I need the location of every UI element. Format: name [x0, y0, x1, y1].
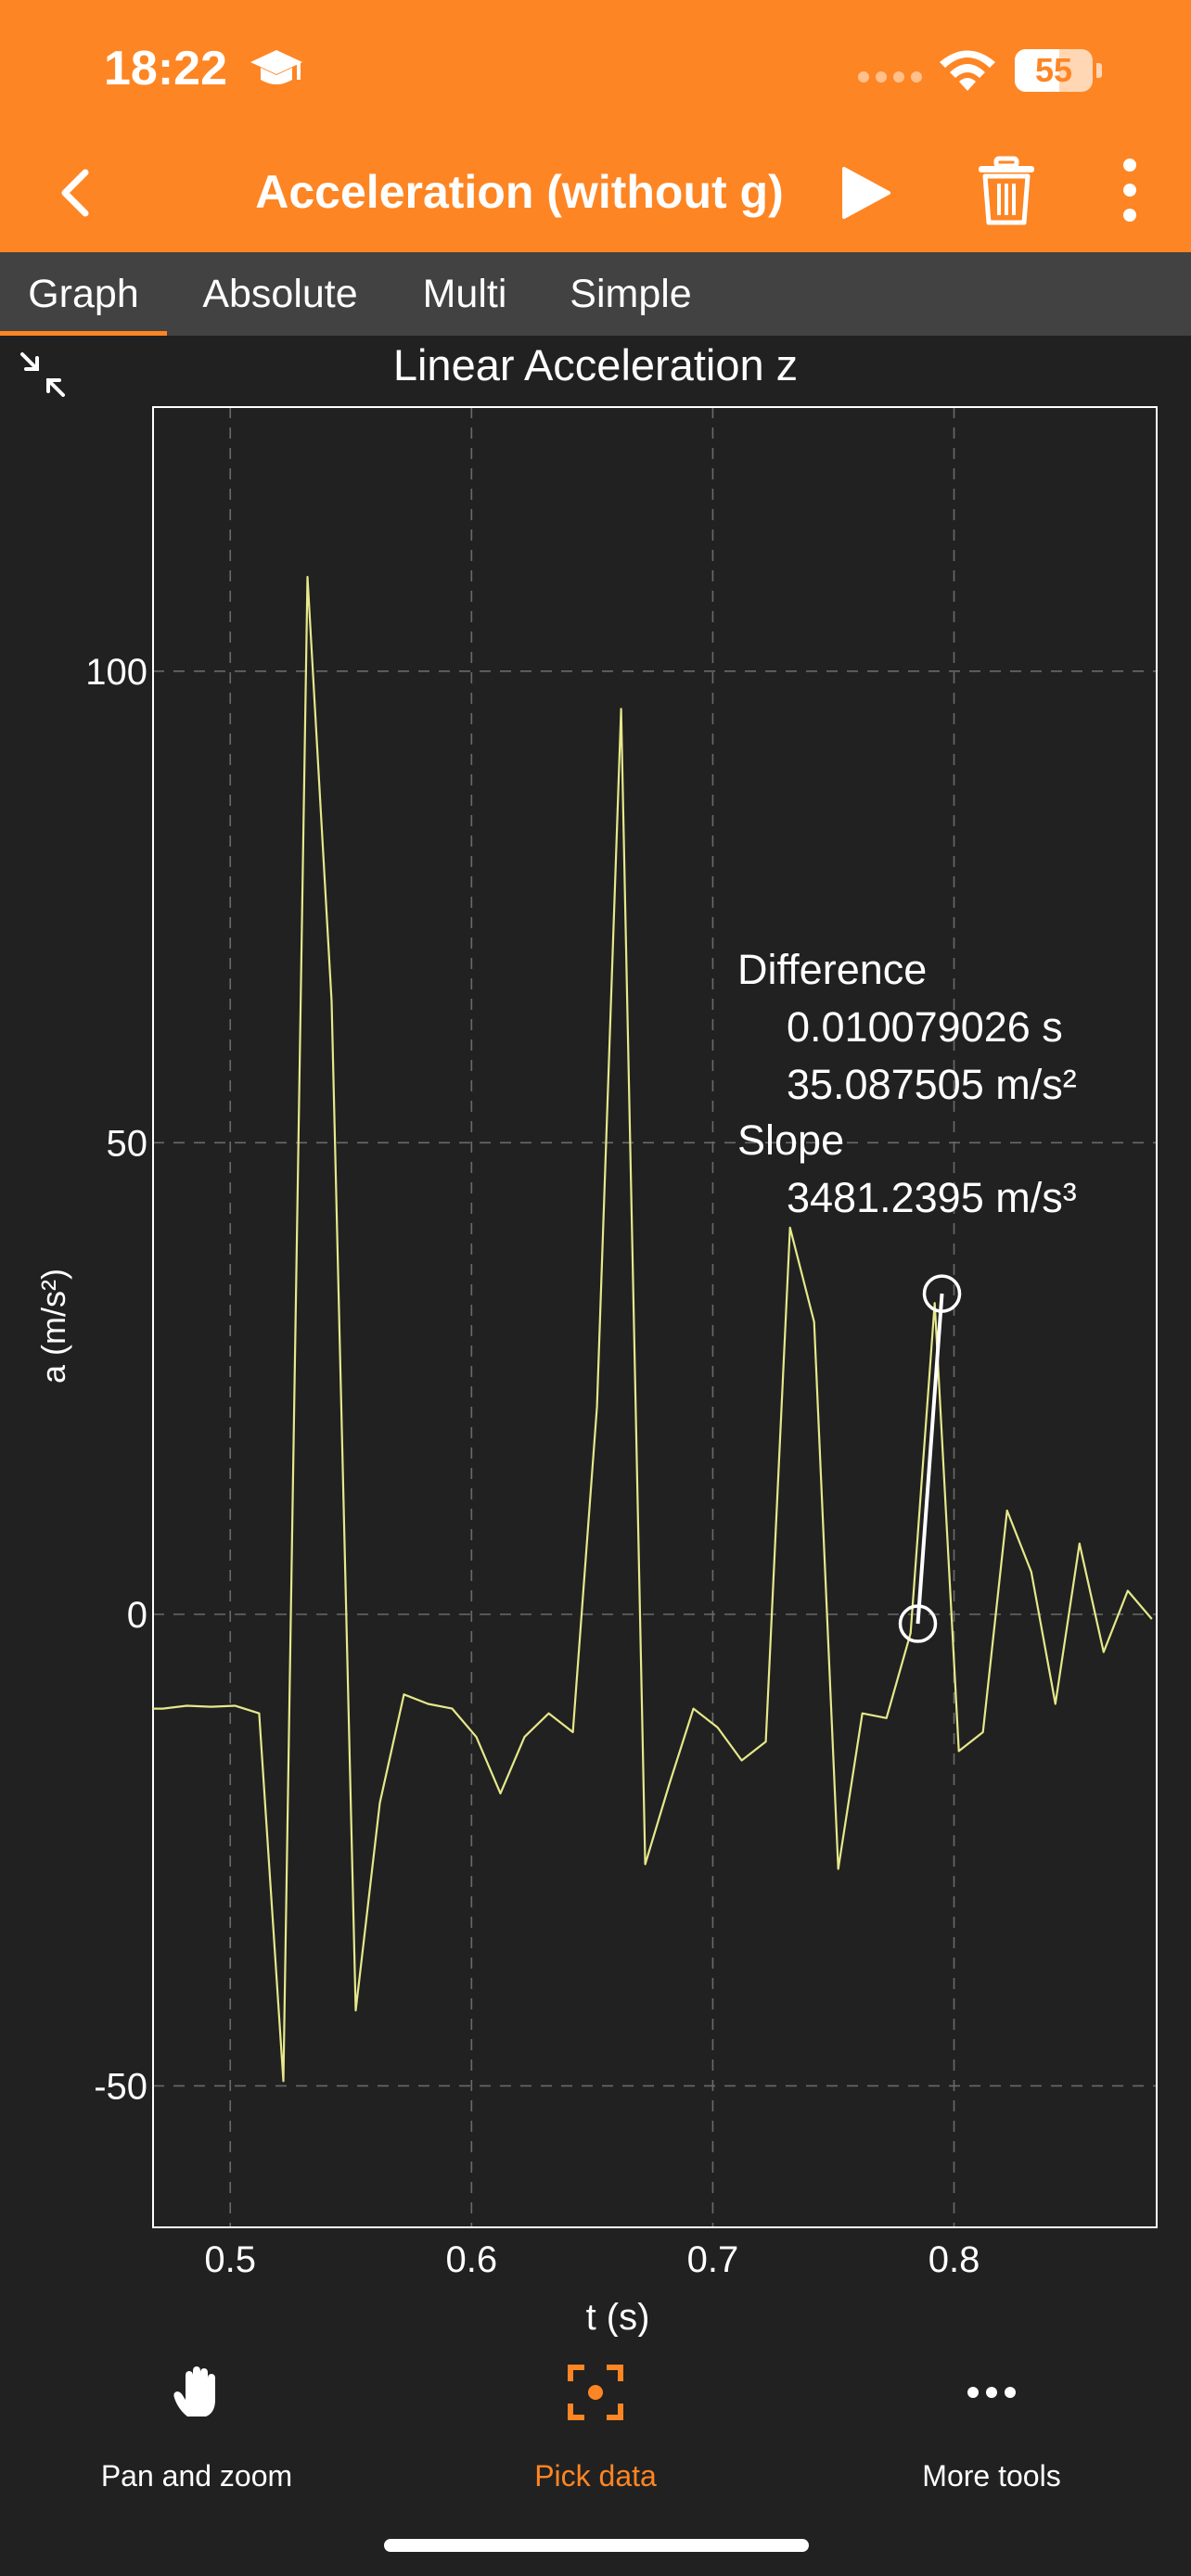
more-horizontal-icon: [967, 2387, 1016, 2398]
pan-zoom-button[interactable]: Pan and zoom: [48, 2365, 345, 2494]
slope-value: 3481.2395 m/s³: [787, 1174, 1077, 1221]
y-tick-label-3: 100: [85, 652, 147, 693]
acceleration-plot[interactable]: -50 0 50 100 0.5 0.6 0.7 0.8 t (s) a (m/s²) Di…: [0, 399, 1191, 2337]
tab-absolute[interactable]: Absolute: [202, 272, 358, 316]
pick-data-button[interactable]: Pick data: [447, 2365, 744, 2494]
difference-time: 0.010079026 s: [787, 1003, 1063, 1051]
play-icon[interactable]: [835, 163, 894, 223]
y-tick-labels: -50 0 50 100: [85, 652, 147, 2108]
y-tick-label-0: -50: [94, 2066, 147, 2107]
plot-grid: [153, 407, 1157, 2227]
x-tick-label-1: 0.6: [446, 2239, 498, 2280]
x-tick-label-0: 0.5: [204, 2239, 256, 2280]
x-tick-label-3: 0.8: [928, 2239, 980, 2280]
more-tools-button[interactable]: More tools: [843, 2365, 1140, 2494]
graph-title: Linear Acceleration z: [392, 340, 799, 389]
pick-marker-start: [898, 1604, 938, 1643]
y-axis-label: a (m/s²): [34, 1269, 72, 1384]
collapse-icon[interactable]: [19, 351, 67, 399]
y-tick-label-1: 0: [127, 1595, 147, 1636]
bottom-toolbar: Pan and zoom Pick data More tools: [0, 2337, 1191, 2576]
y-tick-label-2: 50: [107, 1123, 148, 1164]
back-chevron-icon[interactable]: [56, 167, 93, 219]
difference-annotation: Difference 0.010079026 s 35.087505 m/s² …: [737, 946, 1077, 1221]
pick-data-label: Pick data: [534, 2459, 657, 2493]
status-bar: 18:22 55: [0, 0, 1191, 139]
difference-label: Difference: [737, 946, 927, 993]
status-time: 18:22: [104, 42, 227, 96]
cellular-dots-icon: [858, 71, 922, 83]
more-tools-label: More tools: [922, 2459, 1061, 2493]
hand-icon: [173, 2366, 215, 2417]
slope-label: Slope: [737, 1116, 844, 1164]
tab-bar: Graph Absolute Multi Simple: [0, 252, 1191, 336]
target-icon: [568, 2365, 623, 2420]
difference-line: [916, 1293, 944, 1625]
more-vertical-icon[interactable]: [1121, 158, 1139, 223]
tab-simple[interactable]: Simple: [570, 272, 692, 316]
app-bar: 18:22 55 Acceleration (without g): [0, 0, 1191, 252]
tab-graph[interactable]: Graph: [0, 252, 167, 336]
page-title: Acceleration (without g): [255, 166, 784, 218]
wifi-icon: [940, 50, 995, 91]
battery-level: 55: [1034, 51, 1073, 89]
series-line: [153, 576, 1153, 2083]
tab-multi[interactable]: Multi: [422, 272, 507, 316]
pan-zoom-label: Pan and zoom: [100, 2459, 293, 2493]
x-axis-label: t (s): [586, 2297, 650, 2337]
graduation-cap-icon: [250, 50, 302, 84]
trash-icon[interactable]: [976, 156, 1037, 226]
plot-frame: [152, 406, 1158, 2228]
x-tick-labels: 0.5 0.6 0.7 0.8: [204, 2239, 980, 2280]
difference-accel: 35.087505 m/s²: [787, 1061, 1077, 1108]
home-indicator: [384, 2539, 809, 2552]
x-tick-label-2: 0.7: [687, 2239, 739, 2280]
battery-icon: 55: [1015, 49, 1102, 92]
pick-marker-end: [922, 1274, 962, 1313]
